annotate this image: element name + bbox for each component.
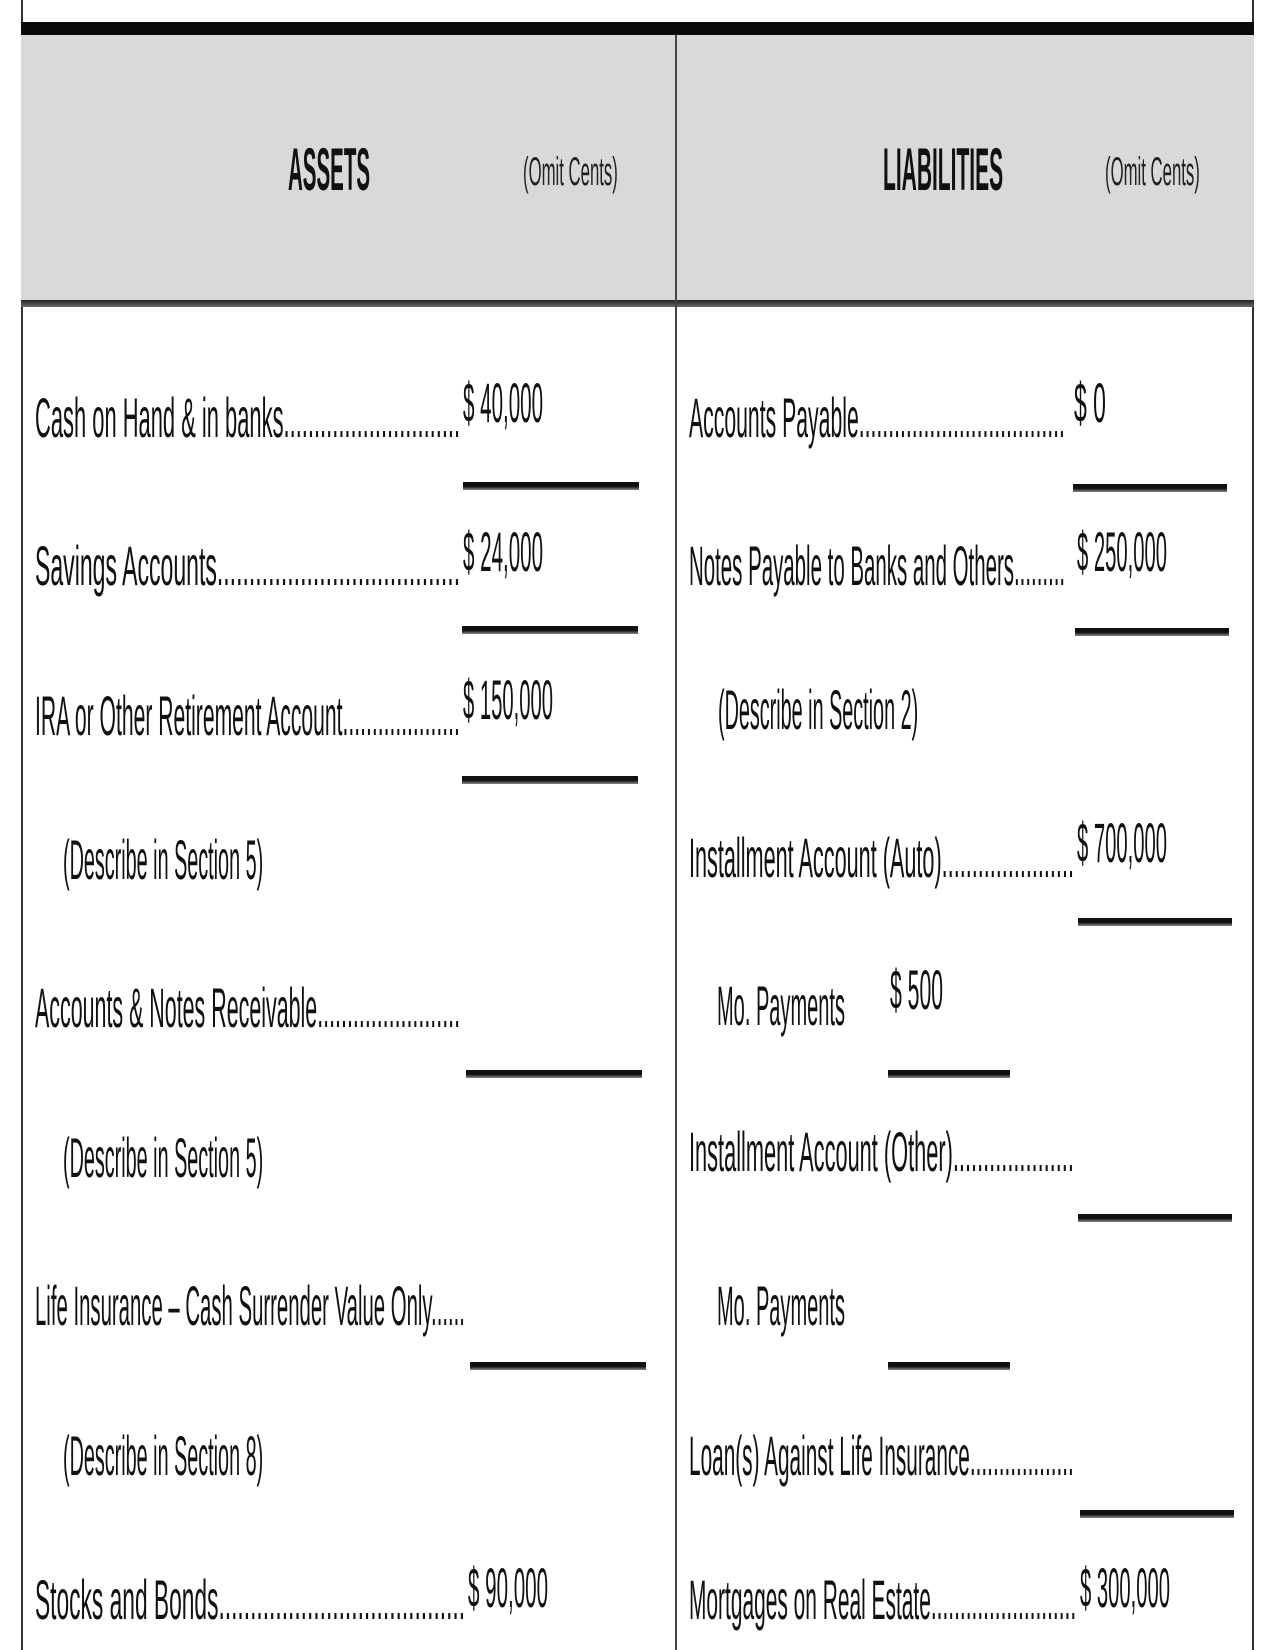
asset-label-cash: Cash on Hand & in banks.................…: [35, 386, 461, 449]
asset-note-ira: (Describe in Section 5): [63, 828, 264, 891]
asset-amount-ira[interactable]: $ 150,000: [463, 668, 554, 731]
liability-note-notes-payable: (Describe in Section 2): [718, 678, 919, 741]
asset-amount-line-receivable: [466, 1070, 642, 1078]
liability-amount-line-other-mo-payments: [888, 1362, 1010, 1370]
liability-label-installment-other: Installment Account (Other).............…: [689, 1120, 1074, 1183]
asset-amount-savings[interactable]: $ 24,000: [463, 520, 543, 583]
asset-note-receivable: (Describe in Section 5): [63, 1126, 264, 1189]
liability-amount-line-auto-mo-payments: [888, 1070, 1010, 1078]
asset-amount-line-cash: [463, 482, 639, 490]
liability-label-auto-mo-payments: Mo. Payments: [717, 974, 845, 1037]
asset-amount-line-savings: [462, 626, 638, 634]
asset-label-stocks-bonds: Stocks and Bonds........................…: [35, 1568, 466, 1631]
liability-label-installment-auto: Installment Account (Auto)..............…: [689, 826, 1074, 889]
asset-label-savings: Savings Accounts........................…: [35, 534, 461, 597]
liability-label-other-mo-payments: Mo. Payments: [717, 1274, 845, 1337]
liability-label-loans-life-insurance: Loan(s) Against Life Insurance..........…: [689, 1424, 1074, 1487]
liability-amount-notes-payable[interactable]: $ 250,000: [1077, 520, 1168, 583]
liability-label-mortgages: Mortgages on Real Estate................…: [689, 1568, 1077, 1631]
top-rule: [21, 22, 1254, 35]
liability-label-accounts-payable: Accounts Payable........................…: [689, 386, 1065, 449]
asset-amount-cash[interactable]: $ 40,000: [463, 371, 543, 434]
asset-amount-stocks-bonds[interactable]: $ 90,000: [468, 1556, 548, 1619]
asset-label-ira: IRA or Other Retirement Account.........…: [35, 684, 460, 747]
asset-label-life-insurance: Life Insurance – Cash Surrender Value On…: [35, 1274, 465, 1337]
liability-amount-line-loans-life-insurance: [1080, 1510, 1234, 1518]
liability-amount-line-installment-other: [1078, 1214, 1232, 1222]
liability-label-notes-payable: Notes Payable to Banks and Others.......…: [689, 534, 1066, 597]
asset-amount-line-life-insurance: [470, 1362, 646, 1370]
liability-amount-line-notes-payable: [1075, 628, 1229, 636]
liability-amount-line-installment-auto: [1078, 918, 1232, 926]
header-rule: [21, 300, 1254, 307]
asset-label-receivable: Accounts & Notes Receivable.............…: [35, 976, 461, 1039]
asset-note-life-insurance: (Describe in Section 8): [63, 1424, 264, 1487]
liability-amount-auto-mo-payments[interactable]: $ 500: [890, 958, 944, 1021]
asset-amount-line-ira: [462, 776, 638, 784]
liabilities-heading: LIABILITIES: [883, 136, 1004, 203]
assets-heading: ASSETS: [288, 136, 371, 203]
assets-omit-cents-note: (Omit Cents): [523, 150, 618, 194]
liability-amount-line-accounts-payable: [1073, 484, 1227, 492]
liabilities-omit-cents-note: (Omit Cents): [1105, 150, 1200, 194]
form-frame: [21, 0, 1254, 1650]
column-divider: [675, 35, 677, 1650]
column-header-band: [21, 35, 1254, 300]
liability-amount-mortgages[interactable]: $ 300,000: [1080, 1556, 1171, 1619]
liability-amount-installment-auto[interactable]: $ 700,000: [1077, 811, 1168, 874]
liability-amount-accounts-payable[interactable]: $ 0: [1074, 371, 1106, 434]
